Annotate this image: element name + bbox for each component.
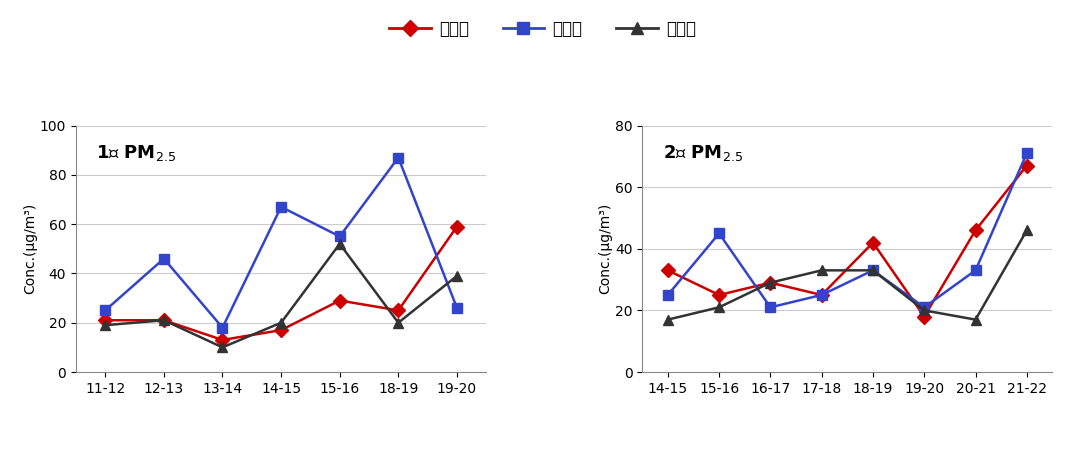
Text: 1차 PM$_{2.5}$: 1차 PM$_{2.5}$ (97, 143, 177, 163)
Legend: 봉명동, 복대동, 서운동: 봉명동, 복대동, 서운동 (383, 13, 702, 44)
Y-axis label: Conc.(μg/m³): Conc.(μg/m³) (598, 203, 612, 294)
Y-axis label: Conc.(μg/m³): Conc.(μg/m³) (23, 203, 37, 294)
Text: 2차 PM$_{2.5}$: 2차 PM$_{2.5}$ (663, 143, 743, 163)
